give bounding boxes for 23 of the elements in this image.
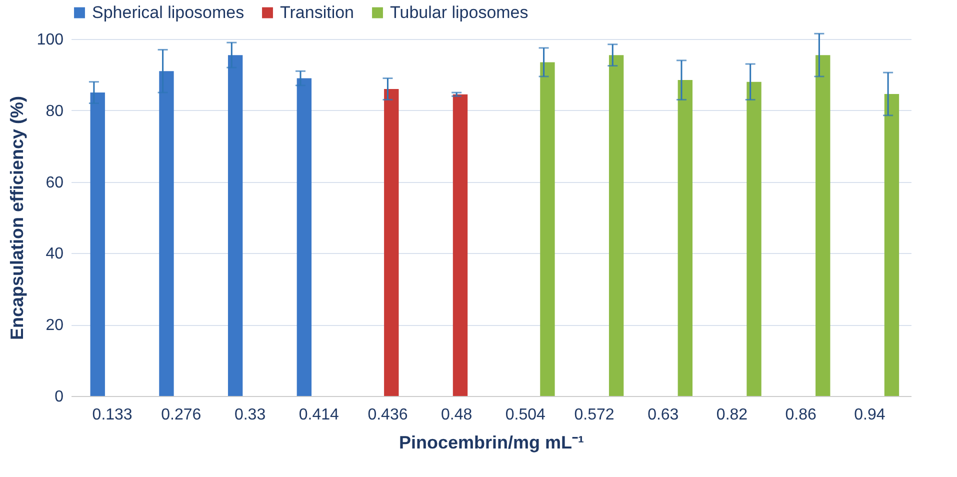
x-tick-label: 0.276 <box>161 406 202 424</box>
x-tick-label: 0.436 <box>368 406 408 424</box>
x-tick-label: 0.33 <box>234 406 266 424</box>
y-axis-title: Encapsulation efficiency (%) <box>6 96 27 340</box>
y-tick-label: 40 <box>46 246 64 263</box>
legend-label: Spherical liposomes <box>92 2 244 22</box>
x-tick-label: 0.48 <box>441 406 472 424</box>
x-tick-label: 0.63 <box>648 406 679 424</box>
x-tick-label: 0.572 <box>574 406 614 424</box>
y-tick-label: 60 <box>46 174 64 192</box>
x-tick-label: 0.86 <box>785 406 817 424</box>
x-tick-label: 0.504 <box>505 406 546 424</box>
x-axis-title: Pinocembrin/mg mL⁻¹ <box>398 432 584 452</box>
x-tick-label: 0.94 <box>854 406 886 424</box>
legend-label: Tubular liposomes <box>390 2 528 22</box>
x-tick-label: 0.82 <box>716 406 748 424</box>
y-tick-label: 100 <box>36 32 64 48</box>
legend-label: Transition <box>280 2 354 22</box>
y-tick-label: 20 <box>46 317 64 334</box>
y-tick-label: 80 <box>46 102 64 120</box>
y-tick-label: 0 <box>54 388 64 406</box>
x-tick-label: 0.414 <box>298 406 339 424</box>
x-tick-label: 0.133 <box>92 406 132 424</box>
